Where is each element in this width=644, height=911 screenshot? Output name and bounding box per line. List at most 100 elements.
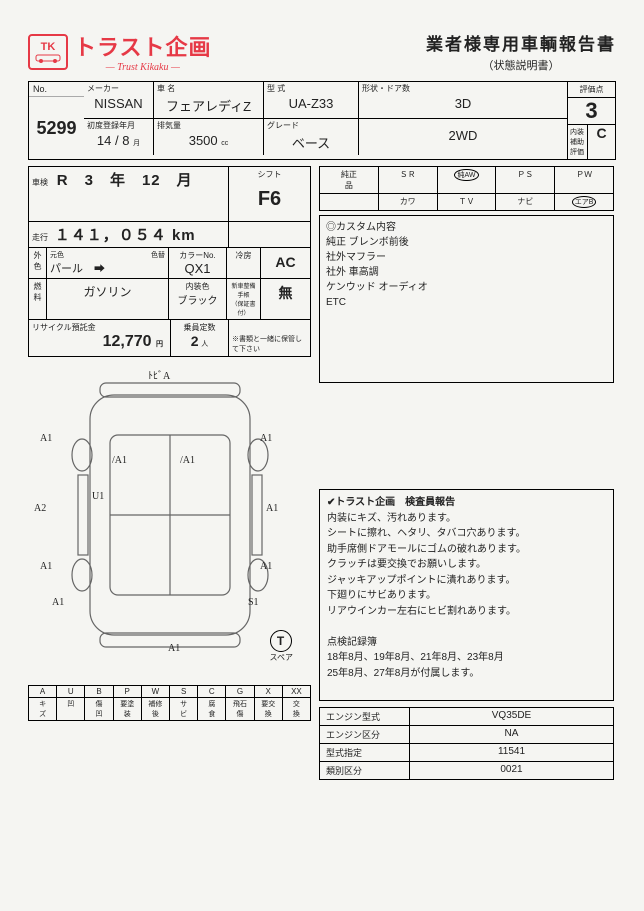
disp-cell: 排気量 3500 cc bbox=[154, 119, 264, 155]
custom-line: ケンウッド オーディオ bbox=[326, 280, 607, 295]
damage-mark: A1 bbox=[266, 503, 278, 514]
legend-code: U bbox=[57, 686, 85, 697]
maker-label: メーカー bbox=[87, 83, 150, 94]
logo-text: トラスト企画 — Trust Kikaku — bbox=[74, 30, 212, 73]
type-cell: 型 式 UA-Z33 bbox=[264, 82, 359, 118]
spare-mark: T スペア bbox=[270, 630, 293, 663]
logo-mark: TK bbox=[28, 34, 68, 70]
legend-desc: サ ビ bbox=[170, 698, 198, 720]
orig-value: パール bbox=[50, 263, 83, 275]
legend-code: G bbox=[226, 686, 254, 697]
engine-value: 11541 bbox=[410, 744, 613, 761]
detail-row: 車検 R 3 年 12 月 シフト F6 走行 １４１，０５４ km 外 色 元… bbox=[28, 166, 616, 780]
inspector-report: ✔トラスト企画 検査員報告 内装にキズ、汚れあります。シートに擦れ、ヘタリ、タバ… bbox=[319, 489, 614, 701]
legend-desc: 腐 食 bbox=[198, 698, 226, 720]
equip-cell: ナビ bbox=[496, 194, 555, 210]
engine-table: エンジン型式VQ35DEエンジン区分NA型式指定11541類別区分0021 bbox=[319, 707, 614, 780]
newcar-value: 無 bbox=[261, 279, 310, 319]
logo-tk: TK bbox=[41, 41, 56, 53]
report-line: 点検記録簿 bbox=[327, 635, 606, 651]
shaken-value: R 3 年 12 月 bbox=[57, 172, 193, 189]
reg-value: 14 / 8 bbox=[97, 133, 130, 148]
reg-cell: 初度登録年月 14 / 8 月 bbox=[84, 119, 154, 155]
capacity-unit: 人 bbox=[201, 341, 208, 348]
damage-mark: A1 bbox=[168, 643, 180, 654]
intcolor-value: ブラック bbox=[172, 292, 223, 307]
custom-box: ◎カスタム内容 純正 ブレンボ前後社外マフラー社外 車高調ケンウッド オーディオ… bbox=[319, 215, 614, 383]
cool-cell: 冷房 bbox=[227, 248, 261, 278]
equip-cell: 純正 品 bbox=[320, 167, 379, 193]
cool-value: AC bbox=[261, 248, 310, 278]
capacity-label: 乗員定数 bbox=[174, 322, 225, 333]
engine-row: エンジン区分NA bbox=[320, 726, 613, 744]
vehicle-info-table: No. 5299 メーカー NISSAN 車 名 フェアレディZ 型 式 UA-… bbox=[28, 81, 616, 160]
score-sub: C bbox=[588, 125, 615, 159]
report-line: 助手席側ドアモールにゴムの破れあります。 bbox=[327, 542, 606, 558]
type-label: 型 式 bbox=[267, 83, 355, 94]
orig-color-cell: 元色色替 パール ➡ bbox=[47, 248, 169, 278]
report-line: 下廻りにサビあります。 bbox=[327, 588, 606, 604]
damage-mark: A1 bbox=[260, 433, 272, 444]
engine-value: 0021 bbox=[410, 762, 613, 779]
engine-value: VQ35DE bbox=[410, 708, 613, 725]
change-label: 色替 bbox=[151, 250, 165, 260]
shaken-cell: 車検 R 3 年 12 月 bbox=[29, 167, 229, 221]
page-title: 業者様専用車輌報告書 bbox=[426, 30, 616, 55]
intcolor-label: 内装色 bbox=[172, 281, 223, 292]
engine-row: 類別区分0021 bbox=[320, 762, 613, 779]
recycle-cell: リサイクル預託金 12,770 円 bbox=[29, 320, 171, 356]
legend-code: P bbox=[114, 686, 142, 697]
right-block: 純正 品ＳＲ純AWＰＳＰＷ カワＴＶナビエアB ◎カスタム内容 純正 ブレンボ前… bbox=[319, 166, 614, 780]
reg-unit: 月 bbox=[133, 140, 140, 147]
shaken-label: 車検 bbox=[32, 178, 48, 187]
odo-label: 走行 bbox=[32, 233, 48, 242]
grade-value: ベース bbox=[267, 131, 355, 154]
equip-cell: ＰＷ bbox=[555, 167, 613, 193]
equip-cell: ＳＲ bbox=[379, 167, 438, 193]
odo-cell: 走行 １４１，０５４ km bbox=[29, 222, 229, 247]
legend-desc: 要交 換 bbox=[255, 698, 283, 720]
report-line: シートに擦れ、ヘタリ、タバコ穴あります。 bbox=[327, 526, 606, 542]
damage-mark: A1 bbox=[260, 561, 272, 572]
custom-line: 社外 車高調 bbox=[326, 265, 607, 280]
odo-value: １４１，０５４ km bbox=[55, 227, 196, 244]
spare-circle: T bbox=[270, 630, 292, 652]
custom-title: ◎カスタム内容 bbox=[326, 220, 607, 235]
lot-no-label: No. bbox=[29, 82, 84, 97]
lot-no-value: 5299 bbox=[29, 98, 84, 159]
damage-mark: A1 bbox=[40, 433, 52, 444]
colorno-value: QX1 bbox=[172, 261, 223, 276]
legend-code: X bbox=[255, 686, 283, 697]
colorno-label: カラーNo. bbox=[172, 250, 223, 261]
damage-mark: U1 bbox=[92, 491, 104, 502]
engine-row: 型式指定11541 bbox=[320, 744, 613, 762]
ext-color-label: 外 色 bbox=[29, 248, 47, 278]
equip-cell: ＴＶ bbox=[438, 194, 497, 210]
report-line: 18年8月、19年8月、21年8月、23年8月 bbox=[327, 650, 606, 666]
legend-code: W bbox=[142, 686, 170, 697]
drive-value: 2WD bbox=[362, 120, 564, 145]
equip-cell bbox=[320, 194, 379, 210]
type-value: UA-Z33 bbox=[267, 94, 355, 113]
score-sub-label: 内装 補助評価 bbox=[568, 125, 588, 159]
grade-cell: グレード ベース bbox=[264, 119, 359, 155]
colorno-cell: カラーNo. QX1 bbox=[169, 248, 227, 278]
damage-mark: A1 bbox=[52, 597, 64, 608]
name-label: 車 名 bbox=[157, 83, 260, 94]
damage-mark: /A1 bbox=[180, 455, 195, 466]
car-diagram: ﾄﾋﾞA A1 A1 /A1 /A1 A2 A1 U1 A1 A1 A1 S1 … bbox=[28, 361, 311, 681]
name-value: フェアレディZ bbox=[157, 94, 260, 117]
engine-label: 型式指定 bbox=[320, 744, 410, 761]
equip-cell: カワ bbox=[379, 194, 438, 210]
equip-cell: ＰＳ bbox=[496, 167, 555, 193]
engine-label: 類別区分 bbox=[320, 762, 410, 779]
title-area: 業者様専用車輌報告書 （状態説明書） bbox=[426, 30, 616, 73]
page-subtitle: （状態説明書） bbox=[426, 57, 616, 73]
legend-code: B bbox=[85, 686, 113, 697]
capacity-value: 2 bbox=[191, 333, 199, 349]
legend-desc: 交 換 bbox=[283, 698, 310, 720]
disp-unit: cc bbox=[221, 140, 228, 147]
report-title: ✔トラスト企画 検査員報告 bbox=[327, 495, 606, 511]
reg-label: 初度登録年月 bbox=[87, 120, 150, 131]
shift-value: F6 bbox=[258, 180, 281, 219]
